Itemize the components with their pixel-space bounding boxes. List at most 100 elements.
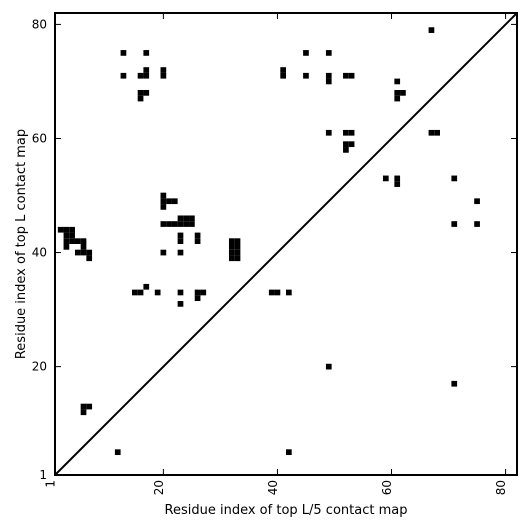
contact-cell [234,249,241,256]
contact-cell [63,238,70,244]
contact-cell [325,78,332,85]
contact-cell [137,90,144,96]
contact-cell [143,72,150,79]
contact-cell [166,198,172,205]
contact-cell [474,221,480,227]
contact-cell [428,27,435,33]
contact-cell [177,301,184,307]
y-tick-label: 80 [32,17,47,31]
contact-cell [177,249,184,256]
contact-cell [394,90,401,96]
x-tick-label: 1 [44,480,58,488]
contact-cell [268,289,275,296]
contact-cell [154,289,161,296]
y-axis-label: Residue index of top L contact map [14,129,29,359]
contact-cell [69,232,75,239]
y-tick-label: 20 [32,360,47,374]
contact-cell [86,403,93,410]
contact-cell [143,50,150,56]
contact-cell [194,238,201,244]
contact-cell [303,72,309,79]
contact-cell [343,72,349,79]
contact-cell [348,72,355,79]
contact-cell [63,226,70,233]
contact-cell [74,249,81,256]
contact-cell [80,238,87,244]
contact-cell [80,249,87,256]
x-tick-label: 40 [266,480,280,495]
contact-cell [143,90,150,96]
contact-cell [228,244,235,250]
contact-cell [325,363,332,370]
y-tick-label: 40 [32,246,47,260]
contact-cell [451,380,458,387]
contact-cell [183,215,190,222]
contact-cell [160,67,167,73]
contact-cell [57,226,64,233]
contact-cell [143,283,150,290]
contact-cell [63,232,70,239]
contact-cell [189,221,195,227]
contact-cell [80,403,87,410]
contact-cell [114,449,121,456]
contact-cell [280,72,286,79]
contact-cell [194,232,201,239]
contact-cell [451,175,458,182]
diagonal-line [54,12,518,476]
contact-cell [348,141,355,148]
x-axis-ticks: 1 20 40 60 80 [44,13,508,495]
contact-cell [200,289,207,296]
contact-cell [171,198,178,205]
contact-cell [74,238,81,244]
contact-cell [394,78,401,85]
y-axis-ticks: 1 20 40 60 80 [32,17,517,482]
contact-cell [394,181,401,187]
x-tick-label: 80 [494,480,508,495]
contact-cell [325,50,332,56]
contact-cell [69,238,75,244]
contact-cell [120,72,127,79]
contact-cell [280,67,286,73]
contact-cell [325,72,332,79]
contact-cell [394,95,401,102]
contact-cell [286,449,292,456]
contact-cell [160,192,167,199]
contact-cell [303,50,309,56]
contact-cell [189,215,195,222]
contact-cells [57,27,480,456]
contact-cell [234,255,241,262]
contact-cell [177,289,184,296]
contact-cell [177,238,184,244]
contact-cell [428,129,435,136]
contact-cell [183,221,190,227]
contact-cell [451,221,458,227]
contact-cell [160,72,167,79]
contact-cell [194,289,201,296]
contact-cell [160,198,167,205]
contact-cell [171,221,178,227]
contact-cell [234,244,241,250]
contact-cell [69,226,75,233]
contact-cell [63,244,70,250]
contact-cell [166,221,172,227]
contact-cell [177,215,184,222]
contact-cell [160,204,167,210]
contact-cell [434,129,440,136]
contact-cell [86,255,93,262]
contact-cell [177,232,184,239]
contact-cell [343,141,349,148]
contact-cell [160,249,167,256]
contact-cell [382,175,389,182]
contact-cell [137,72,144,79]
x-tick-label: 20 [152,480,166,495]
contact-cell [228,238,235,244]
contact-cell [400,90,406,96]
contact-cell [86,249,93,256]
contact-cell [160,221,167,227]
contact-cell [343,129,349,136]
contact-cell [120,50,127,56]
contact-cell [137,95,144,102]
contact-cell [143,67,150,73]
contact-cell [343,147,349,153]
